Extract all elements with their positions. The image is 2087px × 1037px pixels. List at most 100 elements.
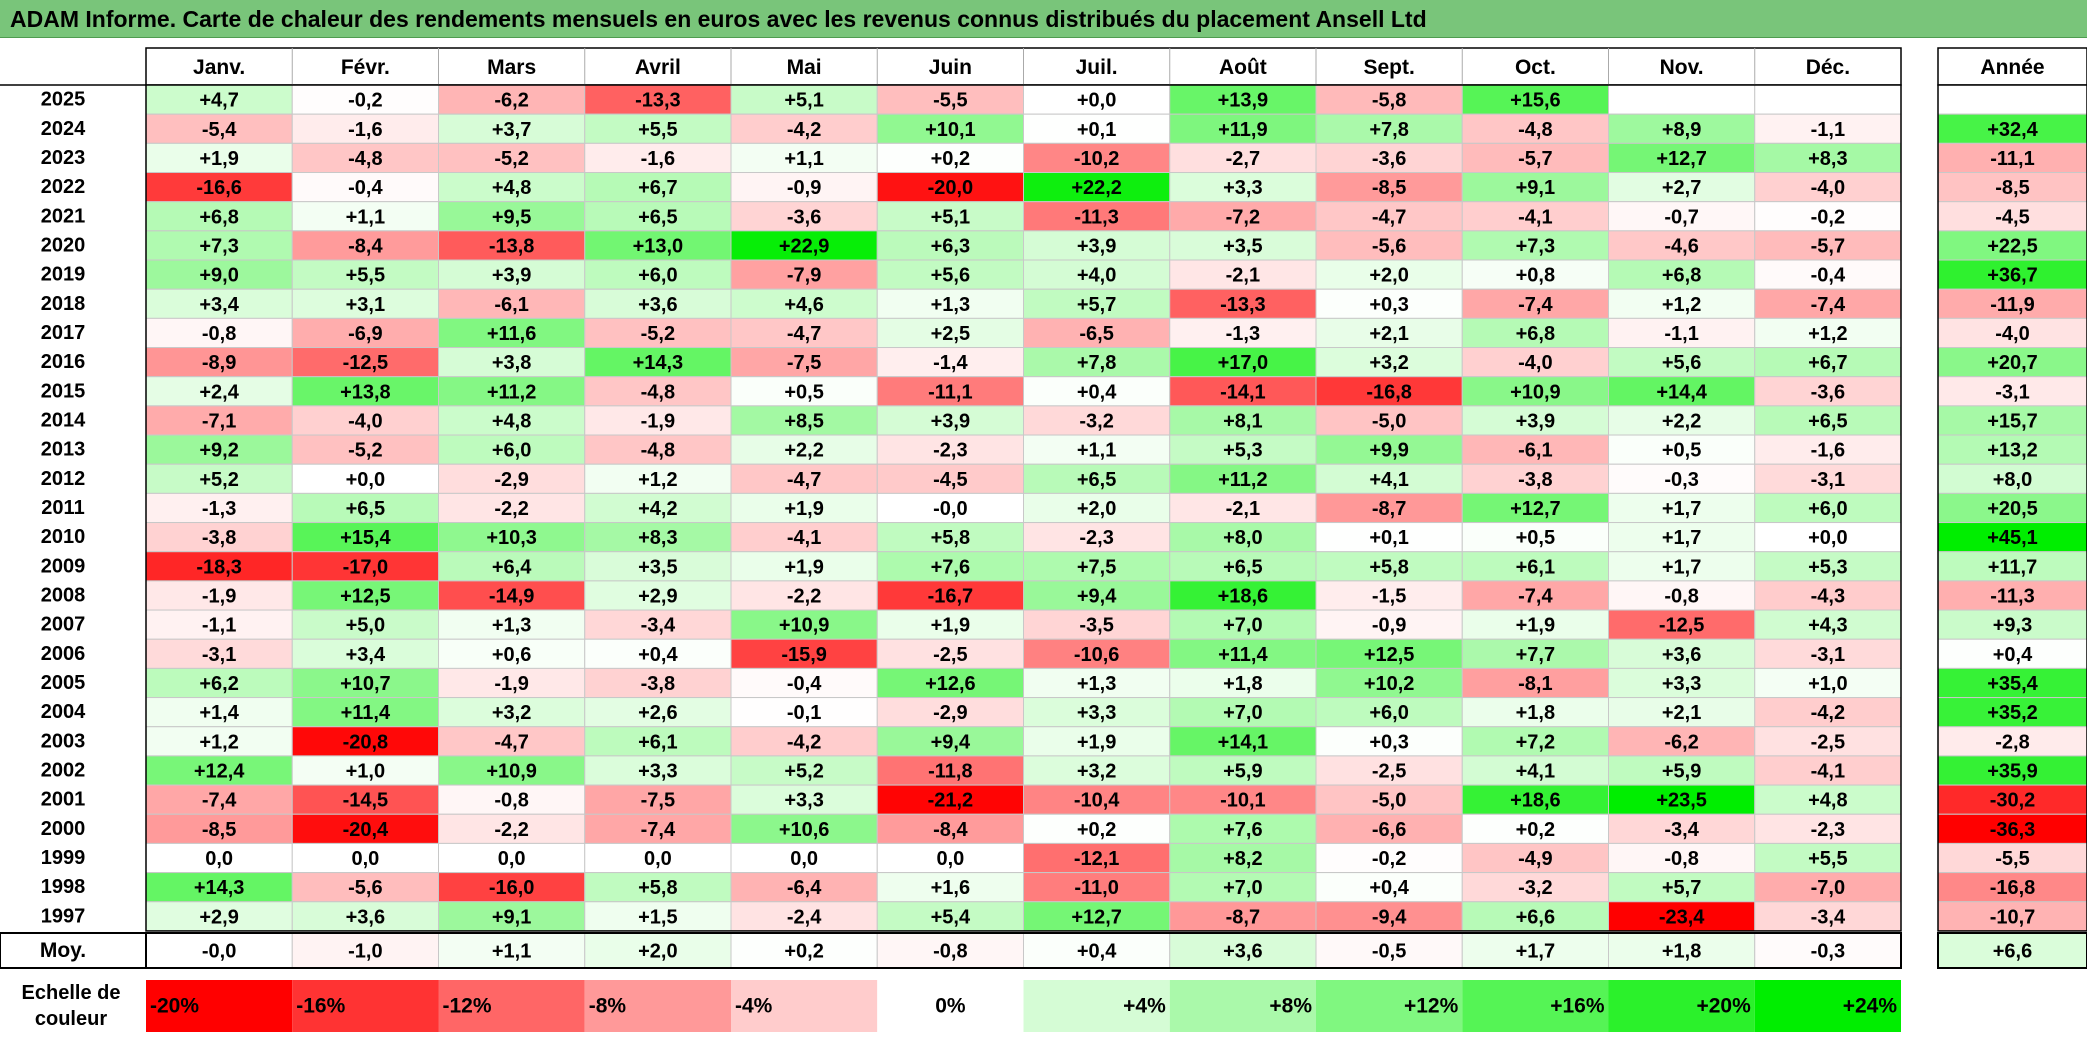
heatmap-cell [876, 697, 1024, 728]
row-label: 2023 [41, 147, 86, 169]
average-value: +0,2 [784, 941, 823, 963]
heatmap-cell [1608, 492, 1756, 524]
cell-value: +1,3 [931, 294, 970, 316]
heatmap-cell [584, 84, 732, 115]
cell-value: -7,0 [1811, 877, 1845, 899]
cell-value: +2,2 [784, 440, 823, 462]
cell-value: -10,6 [1074, 644, 1120, 666]
cell-value: +2,1 [1662, 702, 1701, 724]
cell-value: -4,6 [1664, 235, 1698, 257]
heatmap-cell [1315, 784, 1463, 815]
heatmap-cell [145, 609, 293, 640]
heatmap-cell [876, 901, 1024, 932]
cell-value: -23,4 [1659, 906, 1705, 928]
cell-value: +11,9 [1218, 119, 1268, 141]
heatmap-cell [1754, 230, 1902, 261]
row-label: 2001 [41, 789, 86, 811]
cell-value: +22,9 [779, 235, 830, 257]
cell-value: +2,2 [1662, 410, 1701, 432]
cell-value: +4,7 [199, 90, 238, 112]
cell-value: +0,2 [1077, 819, 1116, 841]
heatmap-cell [438, 347, 586, 378]
scale-swatch [1462, 980, 1609, 1032]
average-cell [1315, 932, 1463, 969]
annual-grid-border [1937, 84, 2087, 932]
heatmap-cell [730, 609, 878, 640]
heatmap-cell [291, 726, 439, 757]
heatmap-cell [1169, 317, 1317, 349]
cell-value: -7,9 [787, 265, 821, 287]
cell-value: +6,5 [1077, 469, 1116, 491]
cell-value: -14,5 [343, 790, 389, 812]
cell-value: +3,3 [638, 760, 677, 782]
heatmap-cell [876, 84, 1024, 115]
heatmap-cell [1608, 872, 1756, 903]
cell-value: +4,0 [1077, 265, 1116, 287]
cell-value: +8,3 [638, 527, 677, 549]
cell-value: +8,1 [1223, 410, 1262, 432]
annual-value: -36,3 [1990, 819, 2036, 841]
cell-value: -9,4 [1372, 906, 1407, 928]
cell-value: +1,4 [199, 702, 239, 724]
cell-value: +1,8 [1223, 673, 1262, 695]
annual-value: +9,3 [1993, 615, 2032, 637]
cell-value: +0,0 [1077, 90, 1116, 112]
heatmap-cell [1608, 84, 1756, 115]
cell-value: -17,0 [343, 556, 389, 578]
scale-swatch [438, 980, 585, 1032]
heatmap-cell [1315, 492, 1463, 524]
heatmap-cell [1608, 259, 1756, 290]
heatmap-cell [1023, 405, 1171, 436]
cell-value: -2,5 [933, 644, 967, 666]
heatmap-cell [1754, 463, 1902, 494]
cell-value: -7,5 [787, 352, 821, 374]
cell-value: +5,2 [784, 760, 823, 782]
cell-value: -18,3 [196, 556, 242, 578]
cell-value: +12,4 [194, 760, 245, 782]
heatmap-cell [291, 142, 439, 174]
heatmap-cell [1169, 813, 1317, 844]
annual-value: -4,0 [1995, 323, 2029, 345]
heatmap-cell [438, 755, 586, 786]
heatmap-cell [291, 376, 439, 407]
row-label: 2012 [41, 468, 86, 490]
heatmap-cell [1315, 551, 1463, 582]
cell-value: +0,5 [1662, 440, 1701, 462]
cell-value: +2,9 [638, 585, 677, 607]
cell-value: -1,6 [641, 148, 675, 170]
cell-value: +4,8 [1808, 790, 1847, 812]
row-label: 2010 [41, 526, 86, 548]
cell-value: +7,0 [1223, 615, 1262, 637]
column-header: Nov. [1660, 56, 1704, 79]
cell-value: -0,8 [1664, 585, 1698, 607]
cell-value: +3,4 [199, 294, 239, 316]
heatmap-cell [291, 609, 439, 640]
heatmap-cell [1315, 638, 1463, 669]
cell-value: +7,3 [1516, 235, 1555, 257]
heatmap-cell [1461, 492, 1609, 524]
annual-value: -16,8 [1990, 877, 2036, 899]
heatmap-cell [1461, 667, 1609, 699]
heatmap-cell [145, 697, 293, 728]
cell-value: +8,3 [1808, 148, 1847, 170]
cell-value: -5,6 [1372, 235, 1406, 257]
average-value: +3,6 [1223, 941, 1262, 963]
row-label: 2021 [41, 205, 86, 227]
cell-value: -1,3 [202, 498, 236, 520]
heatmap-cell [438, 638, 586, 669]
cell-value: -10,1 [1220, 790, 1266, 812]
heatmap-cell [291, 230, 439, 261]
annual-value: +45,1 [1987, 527, 2038, 549]
row-label: 2019 [41, 264, 86, 286]
cell-value: +3,5 [1223, 235, 1262, 257]
cell-value: -3,2 [1518, 877, 1552, 899]
cell-value: -6,9 [348, 323, 382, 345]
average-label: Moy. [40, 939, 86, 962]
row-label: 2013 [41, 439, 86, 461]
cell-value: +14,3 [194, 877, 245, 899]
cell-value: +7,0 [1223, 877, 1262, 899]
column-header: Avril [635, 56, 681, 79]
cell-value: -0,0 [933, 498, 967, 520]
cell-value: -8,4 [348, 235, 383, 257]
